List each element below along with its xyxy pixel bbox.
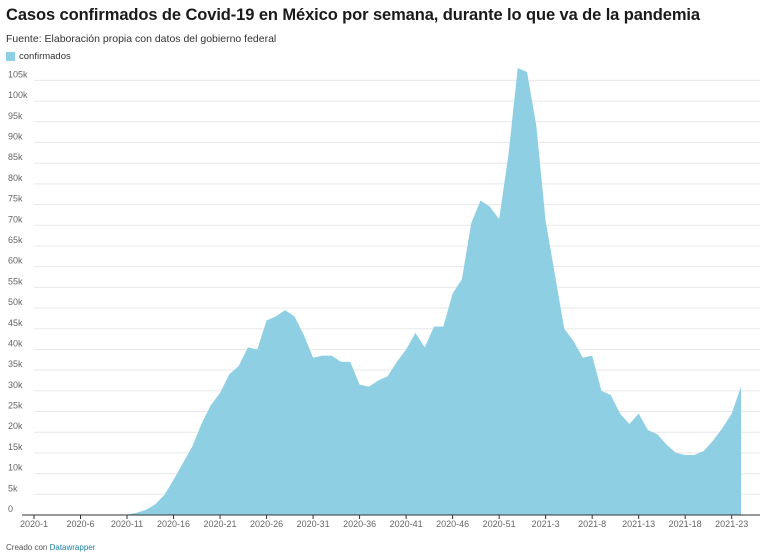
y-tick-label: 25k [8,401,23,411]
x-tick-label: 2020-1 [20,519,48,529]
y-tick-label: 15k [8,442,23,452]
y-tick-label: 90k [8,132,23,142]
y-tick-label: 85k [8,152,23,162]
y-tick-label: 65k [8,235,23,245]
area-confirmados [34,68,741,515]
x-tick-label: 2020-51 [483,519,516,529]
x-tick-label: 2020-6 [66,519,94,529]
x-tick-label: 2020-36 [343,519,376,529]
y-tick-label: 30k [8,380,23,390]
y-tick-label: 0 [8,504,13,514]
y-tick-label: 70k [8,214,23,224]
y-tick-label: 20k [8,421,23,431]
y-tick-label: 95k [8,111,23,121]
y-tick-label: 60k [8,256,23,266]
legend-label: confirmados [19,51,71,62]
datawrapper-link[interactable]: Datawrapper [49,543,96,552]
chart-subtitle: Fuente: Elaboración propia con datos del… [6,33,277,45]
y-tick-label: 10k [8,463,23,473]
x-tick-label: 2020-26 [250,519,283,529]
x-tick-label: 2020-41 [390,519,423,529]
legend-swatch [6,52,15,61]
footer-prefix: Creado con [6,543,48,552]
area-chart: 0 5k 10k 15k 20k 25k 30k 35k 40k 45k 50k 55k 60k 65k 7… [8,68,760,529]
x-tick-label: 2020-46 [436,519,469,529]
x-tick-label: 2021-18 [669,519,702,529]
y-tick-label: 45k [8,318,23,328]
x-tick-label: 2021-3 [532,519,560,529]
x-tick-label: 2020-11 [111,519,143,529]
x-tick-label: 2020-21 [204,519,237,529]
x-tick-label: 2020-31 [297,519,330,529]
y-tick-label: 80k [8,173,23,183]
chart-title: Casos confirmados de Covid-19 en México … [6,6,700,24]
y-tick-label: 5k [8,483,18,493]
y-tick-label: 75k [8,194,23,204]
y-tick-label: 100k [8,90,28,100]
footer-credit: Creado con Datawrapper [6,543,95,552]
y-tick-label: 50k [8,297,23,307]
x-tick-label: 2020-16 [157,519,190,529]
area-series [34,68,741,515]
y-tick-label: 40k [8,338,23,348]
axes: 0 5k 10k 15k 20k 25k 30k 35k 40k 45k 50k 55k 60k 65k 7… [8,69,760,529]
x-tick-label: 2021-13 [622,519,655,529]
y-tick-label: 55k [8,276,23,286]
gridlines [34,79,760,495]
legend: confirmados [6,51,71,62]
y-tick-label: 105k [8,69,28,79]
y-tick-label: 35k [8,359,23,369]
x-tick-label: 2021-23 [715,519,748,529]
x-tick-label: 2021-8 [578,519,606,529]
